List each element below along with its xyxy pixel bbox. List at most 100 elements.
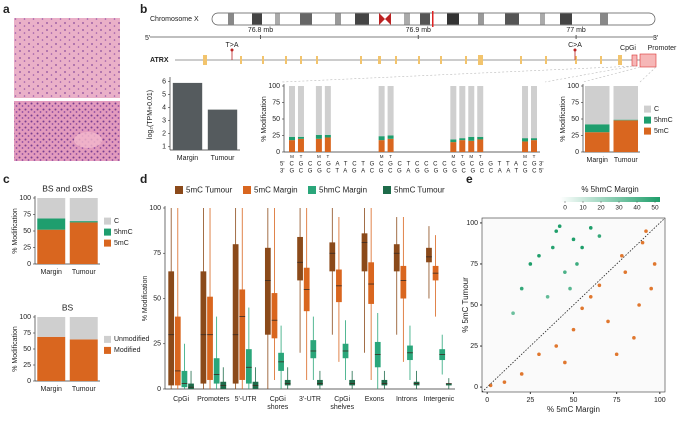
histology-tumour (14, 101, 120, 161)
point (580, 245, 584, 250)
bar-segment (378, 140, 385, 152)
legend-label: 5hmC Tumour (394, 186, 445, 195)
bar-segment (289, 140, 295, 152)
x-tick-label: 50 (570, 397, 578, 404)
point (588, 226, 593, 230)
y-tick-label: 50 (571, 116, 579, 123)
point (640, 240, 645, 245)
box (381, 379, 388, 386)
legend-label: 5mC (654, 128, 669, 135)
bar-segment (324, 86, 331, 135)
bar-segment (387, 135, 394, 139)
point (563, 360, 567, 365)
gene-name: ATRX (150, 57, 169, 64)
y-tick-label: 6 (162, 78, 166, 85)
y-tick-label: 75 (23, 211, 31, 218)
bar-segment (69, 317, 98, 340)
y-tick-label: 0 (575, 149, 579, 156)
colorbar (560, 197, 660, 202)
point (571, 327, 576, 332)
panel-label: d (140, 172, 147, 186)
box (284, 379, 291, 386)
panel-label: e (466, 172, 473, 186)
bar-segment (522, 138, 529, 142)
legend-label: 5hmC (114, 229, 133, 236)
chart-title: BS (62, 302, 74, 312)
point (502, 380, 507, 384)
box (297, 236, 303, 281)
box (245, 349, 252, 384)
y-tick-label: 25 (153, 341, 161, 348)
genome-tick-label: 76.9 mb (406, 27, 431, 34)
bar-segment (69, 222, 98, 264)
legend-swatch (104, 335, 111, 343)
x-tick-label: 5'-UTR (235, 396, 257, 403)
point (597, 283, 602, 288)
bar-segment (69, 339, 98, 381)
point (550, 245, 555, 250)
box (349, 379, 356, 386)
y-tick-label: 25 (23, 244, 31, 251)
x-tick-label: M (290, 154, 294, 159)
legend-swatch (243, 186, 251, 194)
strand-end: 5' (280, 162, 284, 168)
legend-swatch (644, 116, 651, 124)
point (597, 234, 602, 238)
point (580, 306, 584, 311)
x-tick-label: M (451, 154, 455, 159)
mutation-label: T>A (225, 42, 238, 49)
chart-title: BS and oxBS (42, 183, 93, 193)
x-tick-label: CpGi shores (267, 396, 289, 411)
region-label: Promoter (648, 45, 677, 52)
box (188, 383, 194, 389)
bar-segment (613, 120, 639, 152)
genome-tick-label: 77 mb (566, 27, 586, 34)
panel-label: a (3, 2, 10, 16)
point (588, 294, 593, 299)
y-tick-label: 1 (162, 144, 166, 151)
bar-segment (531, 140, 537, 152)
bar-segment (459, 86, 466, 139)
colorbar-tick-label: 40 (633, 205, 641, 212)
bar-segment (289, 136, 295, 141)
x-tick-label: T (300, 154, 303, 159)
legend-label: 5mC Margin (254, 186, 298, 195)
legend-label: 5mC (114, 240, 129, 247)
legend-swatch (644, 105, 651, 113)
legend-swatch (104, 217, 111, 225)
gene-model (175, 48, 657, 83)
legend-label: C (654, 106, 659, 113)
x-tick-label: CpGi shelves (330, 396, 354, 411)
x-tick-label: 0 (485, 397, 489, 404)
x-tick-label: Margin (41, 269, 63, 276)
point (571, 237, 576, 242)
colorbar-tick-label: 50 (651, 205, 659, 212)
strand-end: 3' (653, 35, 658, 42)
y-tick-label: 0 (474, 384, 478, 391)
bar-segment (37, 218, 66, 230)
bar-segment (468, 140, 475, 152)
y-tick-label: 50 (470, 302, 478, 309)
bar-segment (450, 86, 457, 140)
y-tick-label: 100 (466, 220, 478, 227)
box (232, 244, 239, 384)
x-tick-label: Tumour (72, 269, 97, 276)
colorbar-tick-label: 0 (563, 205, 567, 212)
point (554, 344, 559, 348)
point (649, 286, 653, 291)
histology-margin (14, 18, 120, 98)
legend-label: Modified (114, 347, 141, 354)
x-axis-label: % 5mC Margin (547, 405, 600, 414)
bar-segment (387, 138, 394, 152)
y-tick-label: 25 (23, 362, 31, 369)
y-tick-label: 50 (153, 295, 161, 302)
point (644, 229, 648, 233)
legend-swatch (383, 186, 391, 194)
y-tick-label: 2 (162, 131, 166, 138)
chromosome-label: Chromosome X (150, 16, 199, 23)
x-tick-label: Introns (396, 396, 418, 403)
bar-segment (450, 142, 457, 152)
point (620, 253, 624, 258)
legend-swatch (308, 186, 316, 194)
